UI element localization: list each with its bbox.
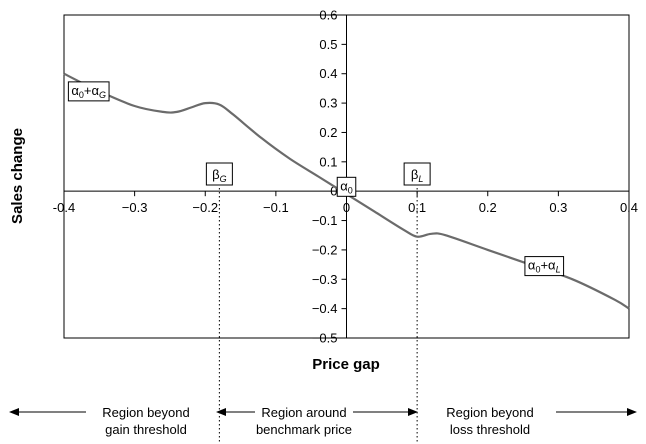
x-tick-label: −0.1 <box>263 200 289 215</box>
y-tick-label: 0.5 <box>319 37 337 52</box>
y-tick-label: 0.1 <box>319 154 337 169</box>
threshold-label: βG <box>205 162 233 186</box>
y-tick-marks <box>341 14 347 339</box>
region-1-line1: Region beyond <box>102 405 189 420</box>
region-1-line2: gain threshold <box>105 422 187 437</box>
y-tick-label: 0.4 <box>319 66 337 81</box>
annotation-label: α0+αG <box>67 81 110 102</box>
x-tick-label: 0.1 <box>408 200 426 215</box>
x-tick-label: −0.3 <box>122 200 148 215</box>
y-tick-label: 0.6 <box>319 8 337 23</box>
region-3-line1: Region beyond <box>446 405 533 420</box>
y-tick-labels: −0.5 −0.4 −0.3 −0.2 −0.1 0 0.1 0.2 0.3 0.4 0.5 0.6 <box>312 8 338 346</box>
y-tick-label: −0.4 <box>312 301 338 316</box>
y-tick-label: 0 <box>330 184 337 199</box>
x-tick-label: 0.2 <box>479 200 497 215</box>
svg-text:α0+αL: α0+αL <box>528 258 561 275</box>
annotation-label: α0 <box>336 176 357 197</box>
annotation-box <box>67 81 110 102</box>
region-3-line2: loss threshold <box>450 422 530 437</box>
annotation-label: α0+αL <box>524 256 565 277</box>
annotations: α0+αG α0 α0+αL <box>67 81 565 277</box>
x-tick-label: 0.4 <box>620 200 638 215</box>
y-axis-title: Sales change <box>9 128 26 224</box>
annotation-box <box>524 256 565 277</box>
x-tick-label: -0.4 <box>53 200 75 215</box>
threshold-labels: βG βL <box>205 162 431 186</box>
x-axis-title: Price gap <box>312 356 380 373</box>
y-tick-label: 0.3 <box>319 96 337 111</box>
annotation-box <box>336 176 357 197</box>
svg-text:α0+αG: α0+αG <box>71 83 106 100</box>
svg-text:βG: βG <box>212 167 227 184</box>
series-line <box>63 72 630 310</box>
x-tick-labels: -0.4 −0.3 −0.2 −0.1 0 0.1 0.2 0.3 0.4 <box>53 200 638 215</box>
svg-text:α0: α0 <box>340 178 353 195</box>
region-labels: Region beyond gain threshold Region arou… <box>88 402 552 444</box>
region-2-line1: Region around <box>261 405 346 420</box>
x-tick-label: 0 <box>343 200 350 215</box>
y-tick-label: −0.5 <box>312 331 338 346</box>
region-2-line2: benchmark price <box>256 422 352 437</box>
x-tick-label: 0.3 <box>549 200 567 215</box>
svg-text:βL: βL <box>411 167 424 184</box>
y-tick-label: 0.2 <box>319 125 337 140</box>
x-tick-label: −0.2 <box>192 200 218 215</box>
threshold-label: βL <box>403 162 431 186</box>
y-tick-label: −0.3 <box>312 272 338 287</box>
threshold-lines <box>218 184 418 444</box>
y-tick-label: −0.2 <box>312 242 338 257</box>
y-tick-label: −0.1 <box>312 213 338 228</box>
